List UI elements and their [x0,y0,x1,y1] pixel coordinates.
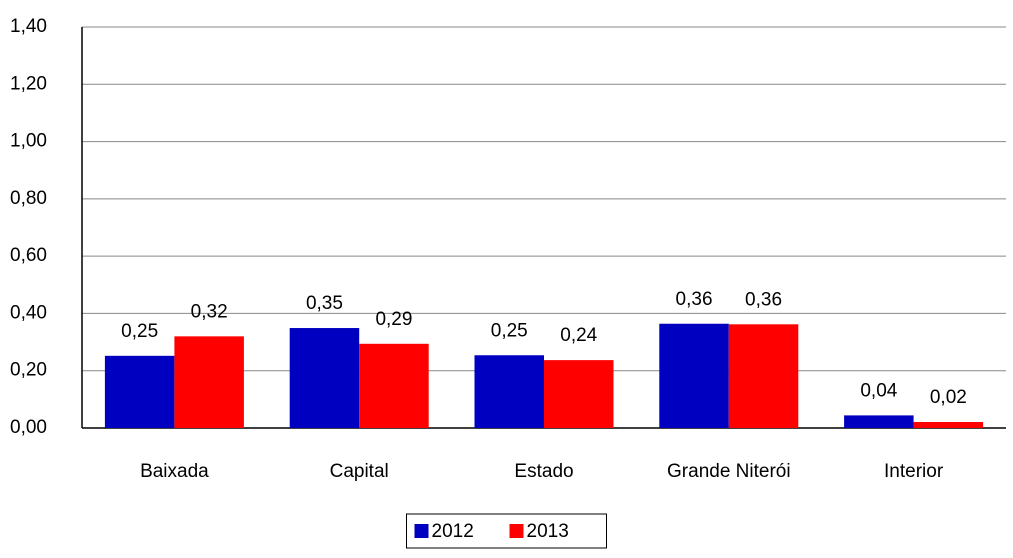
value-label: 0,04 [860,380,897,401]
y-tick-label: 0,40 [10,302,47,323]
y-tick-label: 0,80 [10,188,47,209]
bar [289,328,360,428]
legend-box [406,513,607,549]
legend-swatch [509,524,524,538]
x-tick-label: Baixada [140,461,209,482]
bar [474,355,544,428]
value-label: 0,29 [375,309,412,330]
x-tick-label: Interior [884,461,944,482]
bar [844,415,914,428]
y-tick-label: 0,00 [10,417,47,438]
y-tick-label: 1,40 [10,16,47,37]
value-label: 0,02 [930,387,967,408]
value-label: 0,35 [306,293,343,314]
legend-label: 2012 [432,521,474,542]
x-tick-label: Estado [514,461,573,482]
legend-swatch [414,524,429,538]
y-tick-label: 1,00 [10,131,47,152]
bar [913,421,984,428]
x-tick-label: Capital [330,461,389,482]
bar [104,355,175,428]
bar [174,336,244,428]
x-tick-label: Grande Niterói [667,461,791,482]
value-label: 0,25 [491,320,528,341]
legend-label: 2013 [527,521,569,542]
y-tick-label: 0,60 [10,245,47,266]
bar [659,323,729,428]
value-label: 0,36 [676,289,713,310]
bar [728,324,799,428]
y-tick-label: 1,20 [10,73,47,94]
value-label: 0,36 [745,289,782,310]
bar [544,360,614,428]
value-label: 0,32 [191,301,228,322]
value-label: 0,25 [121,321,158,342]
y-tick-label: 0,20 [10,360,47,381]
bar [359,343,429,428]
value-label: 0,24 [560,325,597,346]
